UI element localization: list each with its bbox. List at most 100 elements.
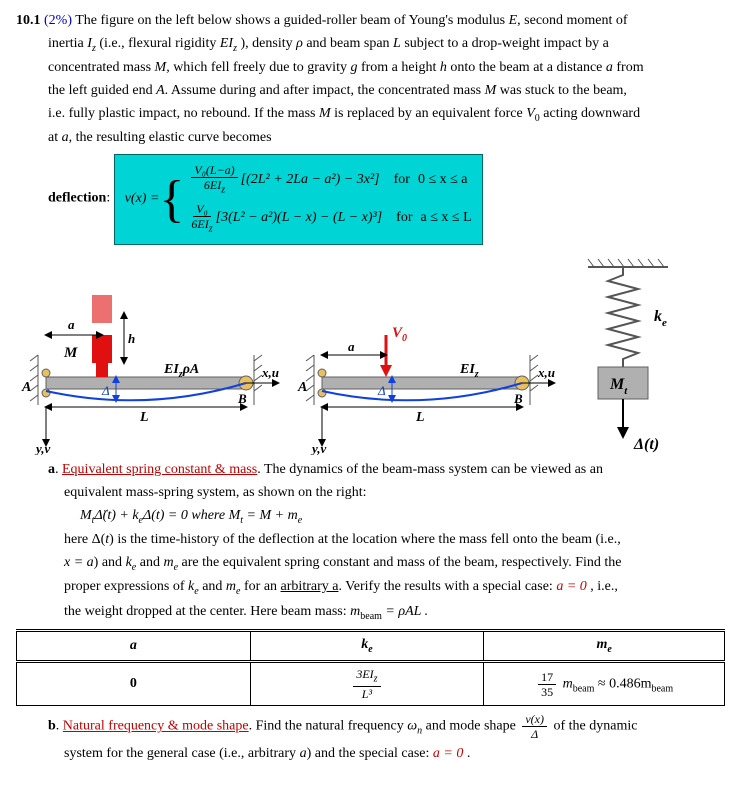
- part-a: a. Equivalent spring constant & mass. Th…: [16, 461, 725, 480]
- pa4c: and: [136, 555, 163, 570]
- EI2s: z: [474, 369, 479, 380]
- EI2: EI: [459, 362, 475, 377]
- lhs: v(x) =: [125, 190, 160, 209]
- pa5c: for an: [241, 579, 281, 594]
- beam-diagram-right: Δ V0 a L A B EIz x,u y,v: [292, 275, 562, 455]
- pa4b: ) and: [94, 555, 126, 570]
- pb1c: of the dynamic: [554, 719, 638, 734]
- r1r: 0 ≤ x ≤ a: [418, 171, 468, 190]
- kel: k: [654, 308, 662, 325]
- l2a: inertia: [48, 36, 87, 51]
- a-label: a: [68, 317, 75, 332]
- L-label: L: [139, 410, 149, 425]
- pa5b: and: [199, 579, 226, 594]
- part-b-label: b: [48, 719, 56, 734]
- pame: m: [163, 555, 173, 570]
- pa5e: , i.e.,: [587, 579, 618, 594]
- r1ds: z: [221, 185, 225, 196]
- equation-box: v(x) = { V₀(L−a)6EIz [(2L² + 2La − a²) −…: [114, 154, 483, 245]
- part-b: b. Natural frequency & mode shape. Find …: [16, 712, 725, 741]
- spring-mass-diagram: ke Mt Δ(t): [568, 255, 688, 455]
- t1: The figure on the left below shows a gui…: [72, 13, 509, 28]
- l2c: ), density: [237, 36, 296, 51]
- V0ls: 0: [402, 333, 407, 344]
- A-label: A: [21, 380, 31, 395]
- line3: concentrated mass M, which fell freely d…: [16, 59, 725, 78]
- xu1: x,u: [261, 365, 279, 380]
- pa4a: x = a: [64, 555, 94, 570]
- pb2b: ) and the special case:: [307, 746, 433, 761]
- delta2: Δ: [377, 383, 386, 398]
- mb: m: [350, 604, 360, 619]
- pba: a: [300, 746, 307, 761]
- svg-text:V0: V0: [392, 325, 407, 344]
- l2b: (i.e., flexural rigidity: [96, 36, 220, 51]
- svg-text:ke: ke: [654, 308, 667, 329]
- t1b: , second moment of: [517, 13, 627, 28]
- l4c: was stuck to the beam,: [496, 83, 627, 98]
- th-a: a: [17, 630, 251, 661]
- pa6a: the weight dropped at the center. Here b…: [64, 604, 350, 619]
- a0: a = 0: [556, 579, 586, 594]
- B2: B: [513, 391, 523, 406]
- V0: V: [526, 106, 535, 121]
- pbp: .: [463, 746, 470, 761]
- l3e: from: [613, 60, 644, 75]
- pa1: . The dynamics of the beam-mass system c…: [257, 462, 603, 477]
- r1f: for: [394, 171, 410, 190]
- pa5d: . Verify the results with a special case…: [338, 579, 556, 594]
- fn: v(x): [522, 712, 547, 727]
- r2r: a ≤ x ≤ L: [420, 209, 471, 228]
- th-ke: ke: [250, 630, 484, 661]
- yv2: y,v: [310, 441, 327, 455]
- pa-line2: equivalent mass-spring system, as shown …: [16, 484, 725, 503]
- l3d: onto the beam at a distance: [447, 60, 606, 75]
- pa2: equivalent mass-spring system, as shown …: [64, 485, 367, 500]
- M2: M: [485, 83, 497, 98]
- l2d: and beam span: [303, 36, 393, 51]
- answer-table: a ke me 0 3EIzL³ 1735 mbeam ≈ 0.486mbeam: [16, 629, 725, 707]
- cell-me: 1735 mbeam ≈ 0.486mbeam: [484, 662, 725, 706]
- ode3: Δ(t) = 0 where M: [143, 508, 240, 523]
- pa-line3: here Δ(t) is the time-history of the def…: [16, 531, 725, 550]
- line6: at a, the resulting elastic curve become…: [16, 129, 725, 148]
- r2b: [3(L² − a²)(L − x) − (L − x)³]: [216, 209, 383, 228]
- ode4: = M + m: [243, 508, 298, 523]
- E: E: [509, 13, 518, 28]
- arb: arbitrary a: [281, 579, 339, 594]
- brace: {: [159, 174, 184, 226]
- part-a-title: Equivalent spring constant & mass: [62, 462, 257, 477]
- a2l: a: [348, 339, 355, 354]
- a2: a: [62, 130, 69, 145]
- h: h: [440, 60, 447, 75]
- cell-ke: 3EIzL³: [250, 662, 484, 706]
- th-me: me: [484, 630, 725, 661]
- om: ω: [407, 719, 417, 734]
- pa-ode: MtΔ̈(t) + keΔ(t) = 0 where Mt = M + me: [16, 507, 725, 527]
- l5c: acting downward: [540, 106, 640, 121]
- pa3b: ) is the time-history of the deflection …: [109, 532, 621, 547]
- EIz: EI: [220, 36, 233, 51]
- part-a-label: a: [48, 462, 55, 477]
- r1d: 6EI: [204, 178, 221, 192]
- pa4d: are the equivalent spring constant and m…: [178, 555, 621, 570]
- deflection-block: deflection: v(x) = { V₀(L−a)6EIz [(2L² +…: [16, 152, 725, 245]
- EI1t: ρA: [182, 362, 200, 377]
- B-label: B: [237, 391, 247, 406]
- pb-line2: system for the general case (i.e., arbit…: [16, 745, 725, 764]
- pb1b: and mode shape: [422, 719, 519, 734]
- r1n: V₀(L−a): [194, 163, 234, 177]
- line2: inertia Iz (i.e., flexural rigidity EIz …: [16, 35, 725, 55]
- pa-line4: x = a) and ke and me are the equivalent …: [16, 554, 725, 574]
- fd: Δ: [531, 727, 538, 741]
- l4a: the left guided end: [48, 83, 156, 98]
- h-label: h: [128, 331, 135, 346]
- l3a: concentrated mass: [48, 60, 155, 75]
- beam-diagram-left: Δ h a M L A B EIzρA x,u y,v: [16, 275, 286, 455]
- A2: A: [297, 380, 307, 395]
- ode2: Δ̈(t) + k: [94, 508, 138, 523]
- l4b: . Assume during and after impact, the co…: [165, 83, 485, 98]
- EI1: EI: [163, 362, 179, 377]
- a: a: [606, 60, 613, 75]
- L: L: [393, 36, 401, 51]
